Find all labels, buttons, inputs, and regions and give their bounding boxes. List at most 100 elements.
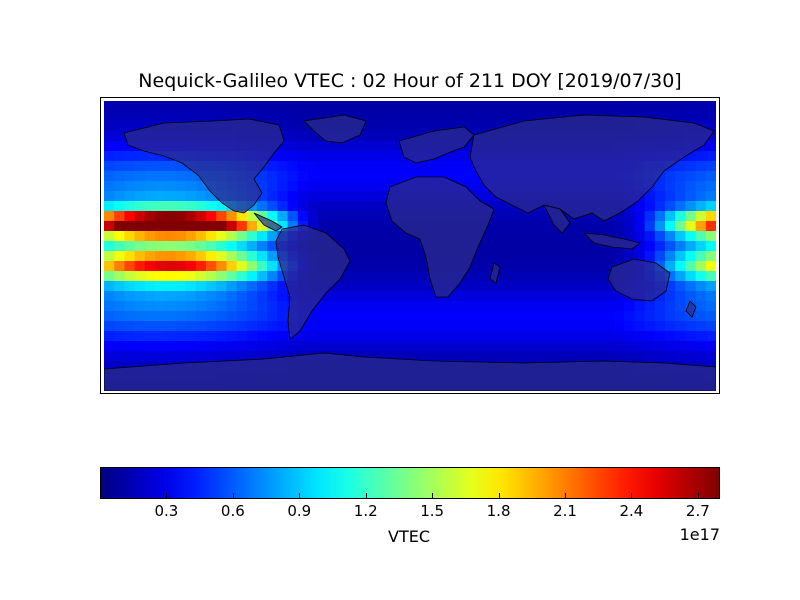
vtec-cell — [155, 101, 166, 112]
vtec-cell — [420, 311, 431, 322]
vtec-cell — [267, 161, 278, 172]
vtec-cell — [318, 311, 329, 322]
vtec-cell — [369, 281, 380, 292]
vtec-cell — [114, 111, 125, 122]
vtec-cell — [175, 271, 187, 282]
vtec-cell — [389, 221, 401, 232]
vtec-cell — [185, 201, 197, 212]
vtec-cell — [420, 171, 431, 182]
vtec-cell — [512, 241, 523, 252]
vtec-cell — [369, 311, 380, 322]
vtec-cell — [624, 221, 635, 232]
vtec-cell — [236, 291, 248, 302]
vtec-cell — [461, 281, 472, 292]
vtec-cell — [634, 241, 646, 252]
colorbar-tick-label: 2.7 — [685, 502, 710, 520]
vtec-cell — [246, 291, 258, 302]
vtec-cell — [685, 331, 697, 342]
vtec-cell — [644, 251, 656, 262]
vtec-cell — [461, 291, 472, 302]
vtec-cell — [552, 331, 564, 342]
colorbar-tick-label: 2.4 — [619, 502, 644, 520]
vtec-cell — [491, 331, 503, 342]
vtec-cell — [195, 341, 207, 352]
vtec-cell — [308, 111, 319, 122]
vtec-cell — [206, 101, 217, 112]
vtec-cell — [532, 221, 544, 232]
vtec-cell — [461, 101, 472, 112]
vtec-cell — [512, 291, 523, 302]
vtec-cell — [216, 301, 227, 312]
vtec-cell — [257, 321, 268, 332]
vtec-cell — [175, 221, 187, 232]
vtec-cell — [695, 291, 707, 302]
vtec-cell — [389, 261, 401, 272]
indonesia — [582, 232, 641, 250]
vtec-cell — [124, 291, 136, 302]
vtec-cell — [175, 351, 187, 362]
vtec-cell — [175, 321, 187, 332]
vtec-cell — [471, 281, 482, 292]
vtec-cell — [257, 241, 268, 252]
vtec-cell — [379, 291, 391, 302]
vtec-cell — [359, 281, 370, 292]
vtec-cell — [501, 341, 513, 352]
vtec-cell — [685, 171, 697, 182]
vtec-cell — [236, 311, 248, 322]
vtec-cell — [369, 341, 380, 352]
vtec-cell — [144, 311, 156, 322]
colorbar-tick-label: 2.1 — [553, 502, 577, 520]
vtec-cell — [216, 251, 227, 262]
vtec-cell — [206, 241, 217, 252]
vtec-cell — [512, 341, 523, 352]
vtec-cell — [654, 111, 666, 122]
vtec-cell — [308, 221, 319, 232]
vtec-cell — [705, 151, 716, 162]
vtec-cell — [685, 351, 697, 362]
vtec-cell — [104, 111, 115, 122]
vtec-cell — [175, 181, 187, 192]
vtec-cell — [328, 191, 340, 202]
vtec-cell — [165, 261, 176, 272]
vtec-cell — [705, 161, 716, 172]
vtec-cell — [532, 331, 544, 342]
vtec-cell — [155, 211, 166, 222]
vtec-cell — [104, 341, 115, 352]
vtec-cell — [654, 351, 666, 362]
vtec-cell — [195, 321, 207, 332]
vtec-cell — [359, 321, 370, 332]
vtec-cell — [501, 111, 513, 122]
vtec-cell — [308, 101, 319, 112]
vtec-cell — [287, 131, 299, 142]
vtec-cell — [226, 241, 238, 252]
colorbar — [100, 467, 720, 499]
vtec-cell — [685, 111, 697, 122]
vtec-cell — [124, 201, 136, 212]
vtec-cell — [552, 271, 564, 282]
vtec-cell — [277, 191, 289, 202]
vtec-cell — [552, 281, 564, 292]
vtec-cell — [450, 311, 462, 322]
vtec-cell — [573, 221, 584, 232]
vtec-cell — [144, 301, 156, 312]
vtec-cell — [104, 141, 115, 152]
vtec-cell — [450, 301, 462, 312]
vtec-cell — [114, 341, 125, 352]
vtec-cell — [216, 101, 227, 112]
vtec-cell — [410, 291, 421, 302]
vtec-cell — [206, 191, 217, 202]
vtec-cell — [695, 181, 707, 192]
vtec-cell — [267, 181, 278, 192]
vtec-cell — [144, 151, 156, 162]
vtec-cell — [695, 231, 707, 242]
vtec-cell — [257, 341, 268, 352]
vtec-cell — [379, 131, 391, 142]
vtec-cell — [328, 101, 340, 112]
vtec-cell — [348, 101, 360, 112]
vtec-cell — [389, 341, 401, 352]
vtec-cell — [216, 221, 227, 232]
vtec-cell — [654, 201, 666, 212]
vtec-cell — [654, 241, 666, 252]
vtec-cell — [124, 351, 136, 362]
vtec-cell — [338, 291, 350, 302]
